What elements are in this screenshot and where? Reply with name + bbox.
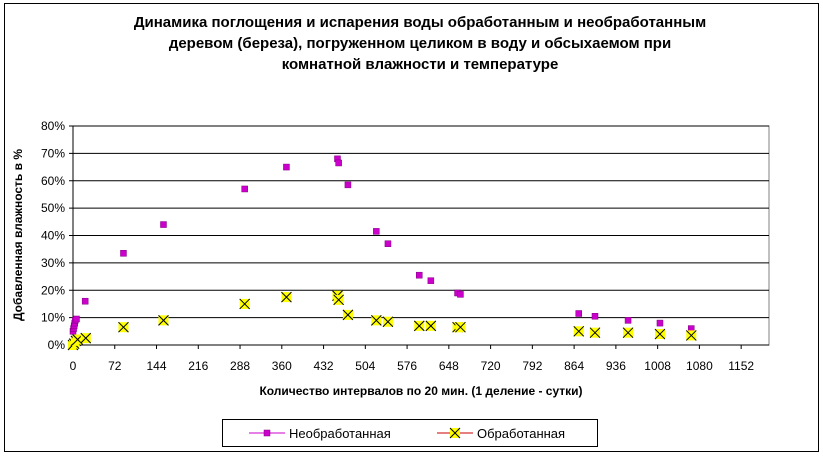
data-point (413, 320, 425, 332)
x-tick-label: 1080 (686, 359, 713, 373)
y-tick-label: 20% (41, 283, 65, 297)
data-point (654, 328, 666, 340)
x-tick-label: 72 (108, 359, 122, 373)
x-tick-label: 360 (272, 359, 292, 373)
data-point (160, 221, 167, 228)
x-tick-label: 504 (355, 359, 375, 373)
data-point (118, 321, 129, 333)
y-axis-label: Добавленная влажность в % (11, 149, 25, 321)
data-point (281, 291, 292, 303)
x-tick-label: 1152 (728, 359, 754, 373)
data-point (81, 297, 89, 305)
x-tick-label: 144 (147, 359, 167, 373)
y-tick-label: 60% (41, 174, 65, 188)
x-tick-label: 864 (564, 359, 584, 373)
title-line: деревом (береза), погруженном целиком в … (168, 35, 672, 52)
data-point (656, 319, 664, 327)
series-untreated (69, 155, 695, 335)
chart-title: Динамика поглощения и испарения воды обр… (90, 12, 750, 75)
x-tick-label: 432 (314, 359, 334, 373)
x-tick-label: 720 (481, 359, 501, 373)
x-axis-label: Количество интервалов по 20 мин. (1 деле… (259, 384, 582, 398)
legend: Необработанная Обработанная (222, 419, 598, 447)
data-point (591, 313, 599, 320)
x-tick-label: 0 (70, 359, 77, 373)
x-tick-label: 216 (188, 359, 208, 373)
legend-item-untreated: Необработанная (249, 424, 391, 442)
x-tick-label: 576 (397, 359, 417, 373)
y-tick-label: 80% (41, 119, 65, 133)
data-point (335, 159, 342, 167)
x-axis-ticks: 0 72 144 216 288 360 432 504 576 648 720 792 864 936 1… (70, 345, 754, 373)
data-point (73, 315, 80, 323)
x-tick-label: 648 (439, 359, 459, 373)
y-tick-label: 70% (41, 146, 65, 160)
y-axis-ticks: 0% 10% 20% 30% 40% 50% 60% 70% 80% (41, 119, 73, 352)
x-tick-label: 792 (522, 359, 542, 373)
legend-label: Обработанная (477, 425, 566, 441)
data-point (120, 250, 127, 257)
x-tick-label: 288 (230, 359, 250, 373)
series-treated (67, 290, 697, 351)
x-tick-label: 1008 (644, 359, 671, 373)
data-point (158, 315, 169, 326)
y-tick-label: 10% (41, 311, 65, 325)
data-point (382, 316, 394, 328)
legend-label: Необработанная (289, 425, 391, 441)
data-point (425, 320, 437, 332)
title-line: комнатной влажности и температуре (281, 56, 559, 73)
data-point (624, 317, 632, 324)
data-point (427, 277, 435, 284)
x-marker-icon (437, 427, 473, 439)
y-tick-label: 0% (48, 338, 66, 352)
data-point (457, 291, 464, 298)
y-tick-label: 40% (41, 229, 65, 243)
data-point (373, 228, 380, 235)
title-line: Динамика поглощения и испарения воды обр… (133, 14, 707, 31)
data-point (416, 271, 423, 279)
y-tick-label: 50% (41, 201, 65, 215)
grid-lines (73, 125, 769, 319)
square-marker-icon (249, 429, 285, 437)
data-point (384, 240, 392, 247)
data-point (622, 327, 634, 339)
y-tick-label: 30% (41, 256, 65, 270)
data-point (685, 330, 697, 341)
data-point (370, 315, 382, 326)
data-point (333, 294, 344, 306)
data-point (239, 298, 251, 310)
series-layer (67, 155, 697, 351)
data-point (344, 181, 352, 189)
x-tick-label: 936 (606, 359, 626, 373)
data-point (80, 332, 92, 344)
data-point (455, 321, 466, 333)
data-point (342, 309, 354, 321)
data-point (283, 163, 290, 171)
data-point (589, 327, 601, 339)
data-point (241, 185, 248, 193)
data-point (575, 310, 583, 317)
data-point (573, 325, 585, 337)
legend-item-treated: Обработанная (437, 424, 565, 442)
